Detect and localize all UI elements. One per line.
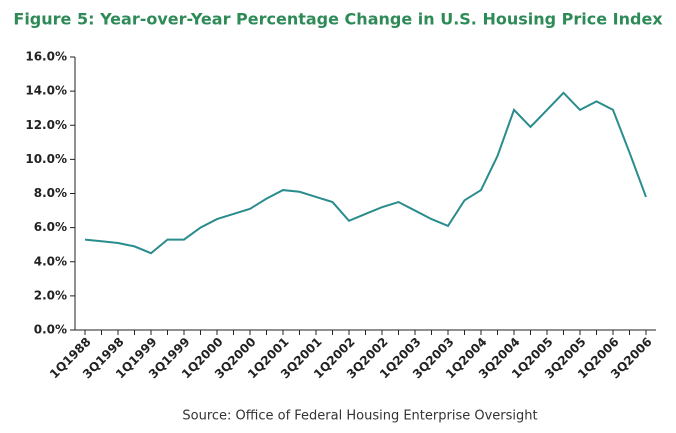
y-tick-label: 2.0%	[34, 288, 67, 302]
source: Source: Office of Federal Housing Enterp…	[182, 409, 537, 424]
y-tick-label: 12.0%	[25, 118, 67, 132]
y-tick-label: 4.0%	[34, 254, 67, 268]
line-series	[84, 91, 647, 255]
y-tick-label: 8.0%	[34, 186, 67, 200]
y-tick-label: 6.0%	[34, 220, 67, 234]
y-tick-label: 0.0%	[34, 323, 67, 337]
chart-title: Figure 5: Year-over-Year Percentage Chan…	[13, 10, 663, 29]
y-tick-label: 10.0%	[25, 152, 67, 166]
y-tick-label: 16.0%	[25, 50, 67, 64]
y-tick-label: 14.0%	[25, 84, 67, 98]
